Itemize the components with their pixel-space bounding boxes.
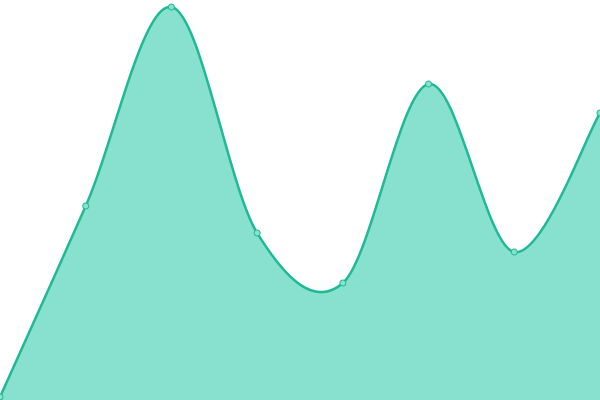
point <box>0 393 4 400</box>
point <box>425 80 433 88</box>
point <box>82 202 90 210</box>
point <box>167 3 175 11</box>
area <box>0 6 600 400</box>
point <box>253 229 261 237</box>
point <box>510 248 518 256</box>
point <box>339 279 347 287</box>
point <box>596 109 600 117</box>
line <box>0 5 600 398</box>
